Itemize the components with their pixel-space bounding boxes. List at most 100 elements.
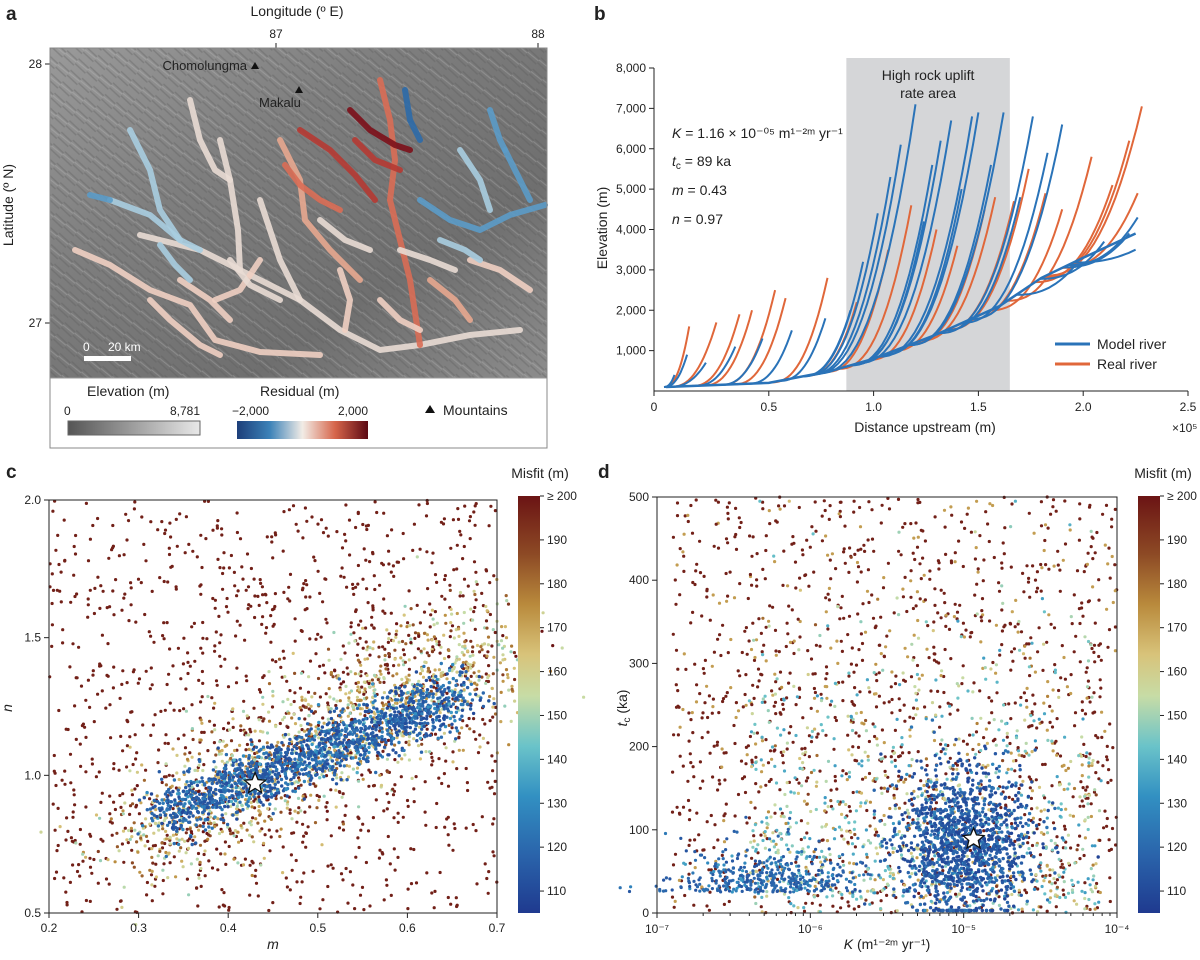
c-point [271,624,275,628]
c-point [171,833,175,837]
c-point [149,666,153,670]
c-point [310,515,314,519]
c-point [143,844,147,848]
d-point [909,579,913,583]
c-point [341,680,346,684]
c-point [155,794,159,798]
d-point [1064,768,1068,773]
c-point [100,791,104,795]
c-point [183,811,187,815]
c-point [176,788,180,792]
c-point [320,843,324,847]
c-point [305,607,309,611]
c-point [472,610,476,614]
d-point [774,712,778,716]
c-point [217,905,221,909]
c-point [413,636,417,641]
c-point [109,817,113,821]
c-point [183,797,188,802]
c-point [500,625,504,629]
c-point [313,784,317,788]
d-point [708,890,712,894]
c-point [383,611,387,615]
d-point [768,604,772,608]
c-point [215,847,219,851]
c-point [329,742,334,746]
d-point [778,788,782,792]
c-point [287,585,291,589]
c-point [356,836,360,840]
c-point [492,574,496,578]
c-point [66,829,70,834]
c-point [441,704,446,708]
d-point [848,809,852,813]
c-point [268,783,272,788]
d-point [721,697,726,701]
panel-b: b High rock uplift rate area 0 0.5 1.0 1.5 2… [594,4,1197,435]
c-point [318,907,322,911]
c-point [219,664,223,668]
c-point [409,697,414,701]
c-point [486,676,490,680]
c-point [288,888,292,892]
c-point [297,735,301,739]
c-point [135,784,139,788]
d-point [858,690,862,694]
d-point [745,652,749,656]
c-point [437,643,441,647]
c-point [362,692,366,696]
c-point [200,776,204,780]
c-point [504,668,509,672]
c-point [179,825,183,829]
c-point [396,820,400,825]
river-segment [147,297,223,358]
c-point [197,828,201,832]
c-point [245,742,249,747]
d-point [794,586,798,590]
d-point [883,769,887,774]
c-point [258,729,263,733]
river-segment [257,197,303,303]
c-point [429,689,433,693]
c-point [167,851,171,855]
c-point [372,734,376,738]
d-point [714,522,718,526]
c-point [253,874,257,878]
c-point [129,710,133,714]
residual-colorbar [237,421,368,439]
c-point [181,789,186,793]
c-point [415,733,420,737]
c-point [221,796,226,800]
c-point [433,668,437,672]
c-point [157,821,161,825]
d-point [936,689,940,694]
c-point [340,771,344,775]
c-point [411,705,416,710]
c-point [133,733,137,737]
c-point [281,718,285,722]
c-point [391,706,396,711]
c-point [425,690,429,695]
c-point [301,536,305,540]
c-point [302,871,306,875]
c-point [370,615,374,619]
c-point [62,876,66,880]
c-point [501,679,505,683]
c-point [235,666,239,670]
d-point [773,700,778,705]
c-point [330,767,334,772]
c-point [422,647,426,651]
c-point [202,763,206,767]
c-point [377,655,381,659]
d-point [903,575,907,580]
d-point [755,731,760,735]
d-point [688,808,692,812]
c-point [250,835,254,839]
d-point [854,731,858,735]
c-colorbar-tick-label: 160 [547,665,567,679]
c-point [361,626,365,630]
d-point [850,836,854,840]
c-point [389,739,393,743]
c-point [140,874,144,878]
